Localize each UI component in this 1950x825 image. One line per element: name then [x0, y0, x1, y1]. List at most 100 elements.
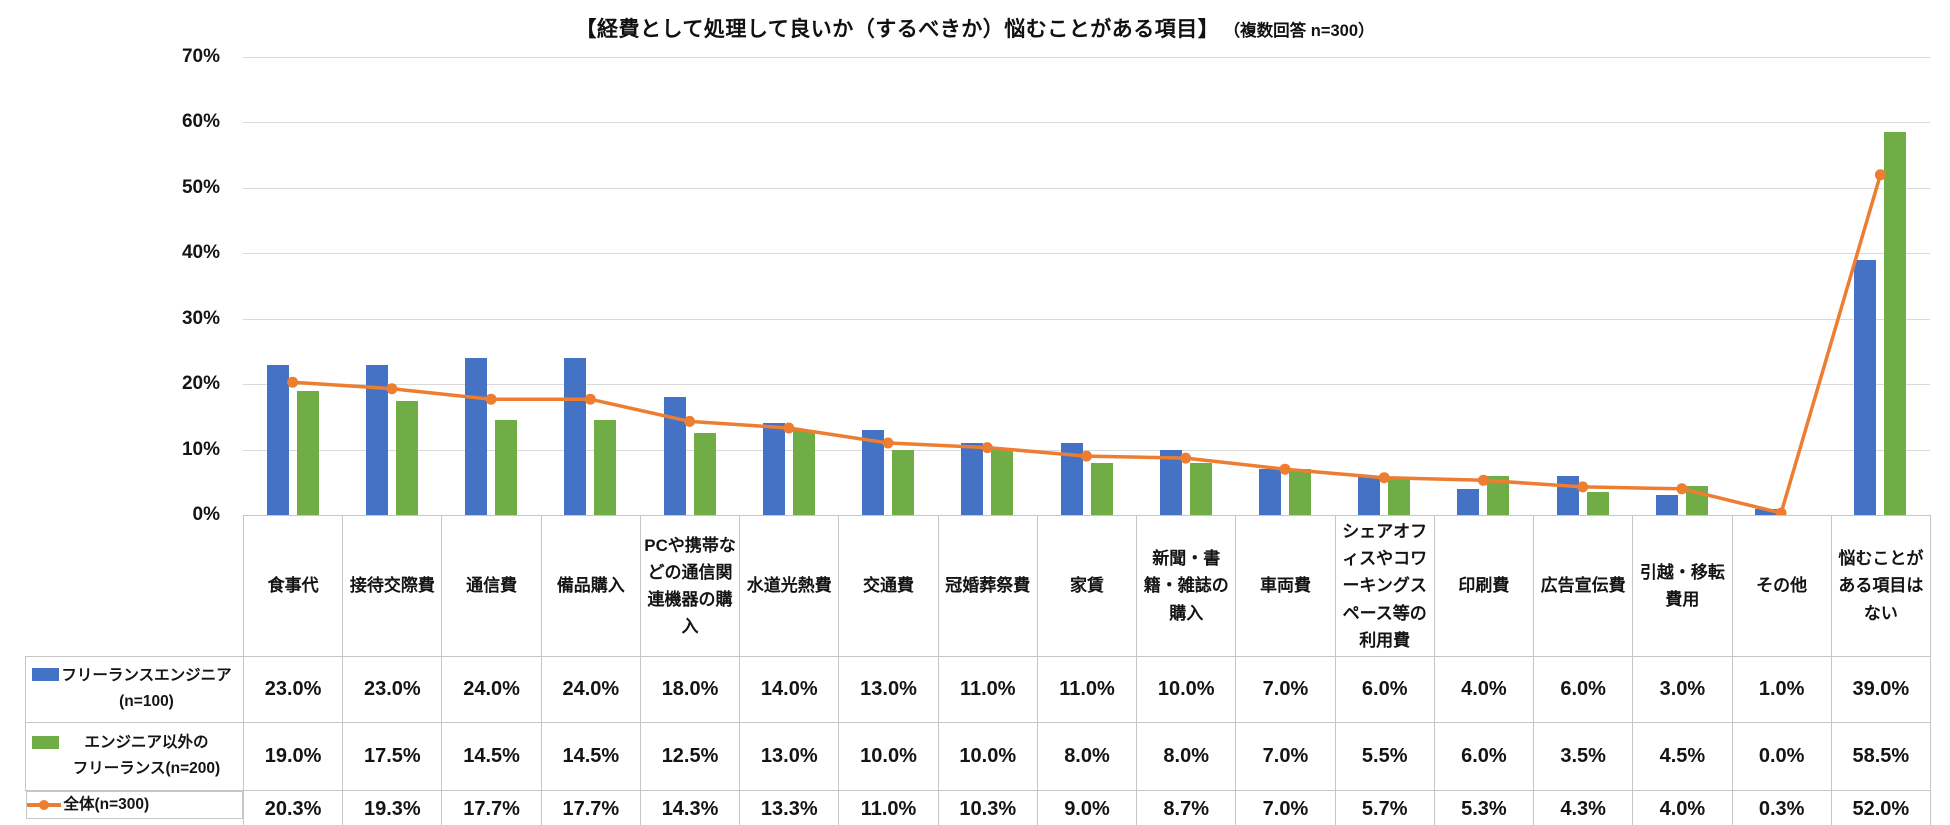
- gridline: [243, 384, 1930, 385]
- value-cell-r1-c16: 1.0%: [1731, 655, 1832, 723]
- line-marker-c6: [783, 422, 795, 434]
- y-axis-label: 30%: [181, 307, 220, 329]
- value-cell-r3-c17: 52.0%: [1830, 789, 1931, 825]
- value-cell-r1-c4: 24.0%: [540, 655, 641, 723]
- bar-s2-c10: [1189, 462, 1212, 515]
- bar-s2-c1: [296, 390, 319, 515]
- series-label-text: フリーランスエンジニア (n=100): [61, 667, 232, 711]
- category-header-1: 食事代: [242, 515, 344, 657]
- bar-s2-c5: [693, 433, 716, 515]
- value-cell-r2-c16: 0.0%: [1731, 721, 1832, 791]
- series-label-2: エンジニア以外の フリーランス(n=200): [25, 721, 244, 791]
- category-header-13: 印刷費: [1433, 515, 1535, 657]
- category-header-12: シェアオフィスやコワーキングスペース等の利用費: [1334, 515, 1435, 657]
- bar-s1-c8: [961, 443, 984, 515]
- value-cell-r3-c8: 10.3%: [937, 789, 1038, 825]
- value-cell-r1-c3: 24.0%: [441, 655, 542, 723]
- category-header-3: 通信費: [441, 515, 542, 657]
- bar-s2-c2: [395, 400, 418, 515]
- bar-s2-c11: [1289, 469, 1311, 515]
- bar-s1-c15: [1655, 495, 1678, 515]
- value-cell-r2-c8: 10.0%: [937, 721, 1038, 791]
- value-cell-r2-c12: 5.5%: [1334, 721, 1435, 791]
- y-axis-label: 10%: [181, 438, 220, 460]
- value-cell-r1-c14: 6.0%: [1533, 655, 1634, 723]
- total-line-svg: [287, 169, 1886, 519]
- value-cell-r2-c4: 14.5%: [540, 721, 641, 791]
- bar-s2-c6: [792, 429, 815, 515]
- series-label-text: エンジニア以外の フリーランス(n=200): [72, 734, 221, 778]
- value-cell-r3-c6: 13.3%: [739, 789, 840, 825]
- data-table: 食事代 接待交際費 通信費 備品購入 PCや携帯などの通信関連機器の購入 水道光熱費 交通費…: [25, 515, 1931, 825]
- value-cell-r3-c9: 9.0%: [1036, 789, 1138, 825]
- line-marker-c11: [1279, 463, 1291, 475]
- line-marker-c3: [485, 393, 497, 405]
- value-cell-r1-c9: 11.0%: [1036, 655, 1138, 723]
- bar-s2-c14: [1586, 492, 1609, 515]
- value-cell-r2-c3: 14.5%: [441, 721, 542, 791]
- line-marker-c9: [1081, 450, 1092, 462]
- series-label-3: 全体(n=300): [25, 790, 243, 820]
- category-header-8: 冠婚葬祭費: [937, 515, 1038, 657]
- chart-title-note: （複数回答 n=300）: [1223, 22, 1375, 40]
- category-header-5: PCや携帯などの通信関連機器の購入: [639, 515, 741, 657]
- y-axis-label: 70%: [181, 46, 220, 67]
- bar-s2-c7: [892, 449, 914, 515]
- value-cell-r3-c15: 4.0%: [1632, 789, 1733, 825]
- value-cell-r1-c2: 23.0%: [342, 655, 443, 723]
- bar-s1-c7: [862, 429, 884, 515]
- bar-s1-c16: [1755, 508, 1778, 515]
- value-cell-r2-c5: 12.5%: [639, 721, 741, 791]
- value-cell-r2-c17: 58.5%: [1830, 721, 1931, 791]
- category-header-16: その他: [1731, 515, 1832, 657]
- bar-s1-c4: [564, 358, 587, 515]
- bar-s1-c2: [365, 364, 388, 515]
- bar-s1-c1: [266, 364, 289, 515]
- gridline: [243, 319, 1930, 320]
- value-cell-r1-c17: 39.0%: [1830, 655, 1931, 723]
- bar-s2-c17: [1884, 132, 1907, 515]
- line-marker-c1: [287, 376, 299, 388]
- y-axis-label: 60%: [181, 111, 220, 133]
- value-cell-r2-c13: 6.0%: [1433, 721, 1535, 791]
- value-cell-r1-c15: 3.0%: [1632, 655, 1733, 723]
- value-cell-r2-c15: 4.5%: [1632, 721, 1733, 791]
- bar-s2-c4: [594, 420, 617, 515]
- value-cell-r2-c2: 17.5%: [342, 721, 443, 791]
- bar-s1-c12: [1358, 475, 1381, 515]
- value-cell-r3-c4: 17.7%: [540, 789, 641, 825]
- legend-key-marker-icon: [38, 799, 49, 810]
- value-cell-r1-c10: 10.0%: [1136, 655, 1237, 723]
- y-axis-label: 0%: [192, 504, 220, 525]
- gridline: [243, 122, 1930, 123]
- legend-key-bar-2-icon: [32, 735, 59, 749]
- bar-s2-c8: [991, 449, 1014, 515]
- y-axis-label: 50%: [181, 176, 220, 198]
- bar-s2-c3: [495, 420, 518, 515]
- gridline: [243, 57, 1930, 58]
- value-cell-r2-c11: 7.0%: [1235, 721, 1336, 791]
- category-header-15: 引越・移転費用: [1632, 515, 1733, 657]
- legend-key-bar-1-icon: [32, 667, 59, 681]
- line-marker-c10: [1180, 452, 1192, 464]
- bar-s1-c6: [762, 423, 785, 515]
- line-marker-c13: [1477, 474, 1489, 486]
- value-cell-r1-c12: 6.0%: [1334, 655, 1435, 723]
- value-cell-r3-c14: 4.3%: [1533, 789, 1634, 825]
- value-cell-r3-c2: 19.3%: [342, 789, 443, 825]
- line-marker-c12: [1378, 472, 1390, 484]
- series-label-1: フリーランスエンジニア (n=100): [25, 655, 244, 723]
- line-marker-c5: [684, 415, 696, 427]
- category-header-4: 備品購入: [540, 515, 641, 657]
- value-cell-r3-c10: 8.7%: [1136, 789, 1237, 825]
- value-cell-r1-c7: 13.0%: [838, 655, 939, 723]
- value-cell-r2-c9: 8.0%: [1036, 721, 1138, 791]
- category-header-2: 接待交際費: [342, 515, 443, 657]
- value-cell-r3-c7: 11.0%: [838, 789, 939, 825]
- value-cell-r1-c1: 23.0%: [242, 655, 344, 723]
- value-cell-r1-c8: 11.0%: [937, 655, 1038, 723]
- y-axis-label: 20%: [181, 373, 220, 395]
- bar-s1-c9: [1060, 443, 1083, 515]
